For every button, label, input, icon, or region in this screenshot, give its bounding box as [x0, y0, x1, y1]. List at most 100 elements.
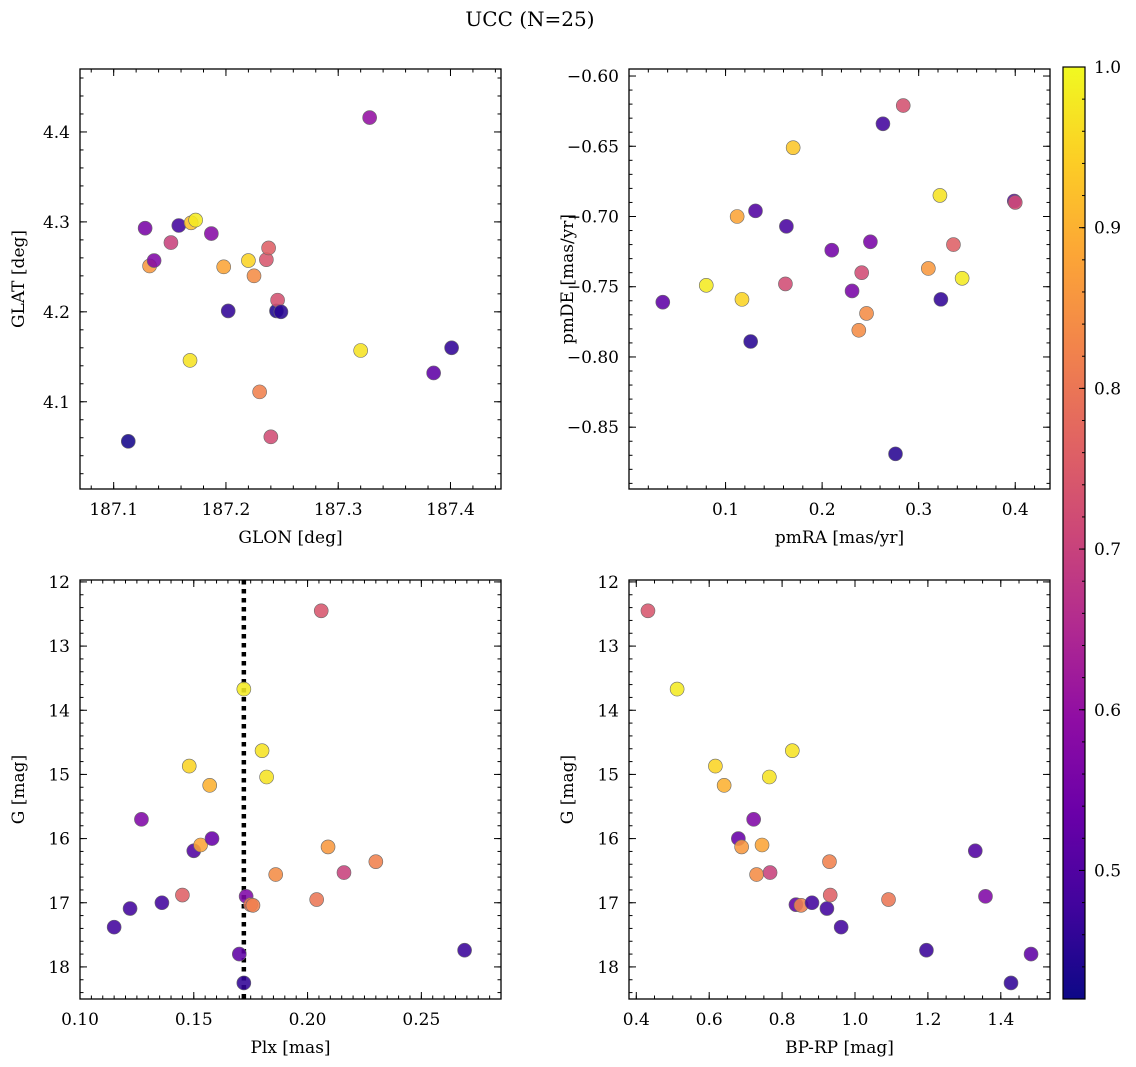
data-point: [236, 975, 252, 991]
data-point: [259, 769, 274, 785]
data-point: [181, 758, 197, 774]
y-tick-label: 17: [48, 894, 70, 914]
figure-title: UCC (N=25): [465, 7, 594, 31]
y-tick-label: 4.2: [43, 303, 70, 323]
y-tick-label: 15: [48, 765, 70, 785]
data-point: [978, 889, 993, 904]
data-point: [819, 901, 835, 916]
y-axis-label: GLAT [deg]: [9, 230, 29, 328]
x-tick-label: 1.0: [841, 1010, 868, 1030]
y-axis-label: pmDE [mas/yr]: [558, 214, 578, 344]
x-tick-label: 0.8: [769, 1010, 796, 1030]
data-point: [252, 384, 267, 400]
panel-top-right: 0.1 0.2 0.3 0.4 −0.60 −0.65 −0.70 −0.75 −0.80 −0.…: [558, 67, 1051, 548]
data-point: [746, 812, 761, 827]
data-point: [134, 812, 149, 827]
panel-bottom-right: 0.4 0.6 0.8 1.0 1.2 1.4 12 13 14 15 16 17 18 BP-RP [m…: [558, 573, 1051, 1058]
data-point: [762, 769, 777, 785]
y-tick-label: −0.65: [567, 137, 619, 157]
data-point: [844, 283, 860, 299]
colorbar: 0.5 0.6 0.7 0.8 0.9 1.0: [1062, 58, 1121, 1000]
x-tick-label: 0.3: [905, 500, 932, 520]
data-point: [182, 353, 198, 368]
data-point: [851, 322, 867, 338]
data-point: [204, 831, 220, 846]
x-tick-label: 187.2: [202, 500, 251, 520]
data-point: [245, 898, 261, 913]
data-point: [1007, 195, 1023, 210]
data-point: [749, 867, 764, 882]
data-point: [888, 446, 903, 462]
data-point: [1003, 975, 1019, 991]
y-axis-label: G [mag]: [558, 755, 578, 824]
x-tick-label: 0.1: [712, 500, 739, 520]
colorbar-tick-label: 0.6: [1094, 701, 1121, 721]
data-point: [784, 743, 800, 758]
data-point: [833, 919, 849, 935]
y-tick-label: −0.85: [567, 418, 619, 438]
data-point: [875, 116, 891, 132]
data-point: [748, 203, 763, 219]
y-tick-label: −0.70: [567, 207, 619, 227]
panel-top-left: 187.1 187.2 187.3 187.4 4.1 4.2 4.3 4.4 GLON [de…: [9, 68, 502, 548]
data-point: [154, 895, 170, 911]
data-point: [967, 843, 983, 859]
axes-frame: [79, 579, 502, 1000]
data-point: [336, 865, 352, 880]
data-point: [193, 837, 208, 853]
x-tick-label: 0.15: [175, 1010, 213, 1030]
x-tick-label: 187.1: [89, 500, 138, 520]
data-point: [933, 292, 949, 307]
y-tick-label: −0.75: [567, 278, 619, 298]
y-tick-label: 14: [48, 701, 70, 721]
x-tick-label: 187.4: [426, 500, 475, 520]
data-point: [921, 261, 936, 276]
data-point: [762, 865, 778, 880]
data-point: [734, 839, 749, 855]
data-point: [734, 292, 750, 307]
data-point: [743, 334, 758, 349]
data-point: [881, 892, 896, 907]
data-point: [368, 854, 384, 869]
data-point: [698, 278, 714, 293]
x-tick-label: 1.2: [914, 1010, 941, 1030]
colorbar-tick-label: 0.5: [1094, 861, 1121, 881]
data-point: [1023, 946, 1039, 962]
data-point: [106, 919, 122, 935]
data-point: [254, 743, 270, 758]
data-point: [268, 867, 284, 882]
x-tick-label: 1.4: [987, 1010, 1014, 1030]
data-point: [216, 259, 232, 275]
data-point: [120, 434, 136, 449]
y-tick-label: 12: [48, 573, 70, 593]
data-point: [863, 234, 878, 250]
x-tick-label: 0.2: [809, 500, 836, 520]
data-point: [309, 892, 324, 907]
y-tick-label: 12: [597, 573, 619, 593]
data-point: [220, 303, 236, 319]
data-point: [204, 226, 219, 241]
x-axis-label: GLON [deg]: [238, 528, 342, 548]
data-point: [859, 306, 874, 321]
x-tick-label: 0.4: [1002, 500, 1029, 520]
data-point: [171, 218, 187, 233]
data-point: [895, 98, 911, 113]
data-point: [246, 268, 262, 284]
y-tick-label: 18: [48, 958, 70, 978]
data-point: [779, 219, 794, 234]
data-point: [754, 837, 770, 853]
y-tick-label: 13: [597, 637, 619, 657]
data-point: [231, 946, 247, 962]
y-tick-label: 15: [597, 765, 619, 785]
x-axis-label: Plx [mas]: [250, 1038, 330, 1058]
colorbar-tick-label: 0.7: [1094, 540, 1121, 560]
y-axis-label: G [mag]: [9, 755, 29, 824]
x-axis-label: BP-RP [mag]: [785, 1038, 894, 1058]
data-point: [444, 340, 459, 356]
y-tick-label: 4.4: [43, 123, 70, 143]
data-point: [785, 140, 801, 155]
data-point: [122, 901, 138, 916]
data-point: [729, 209, 745, 224]
x-tick-label: 0.25: [402, 1010, 440, 1030]
